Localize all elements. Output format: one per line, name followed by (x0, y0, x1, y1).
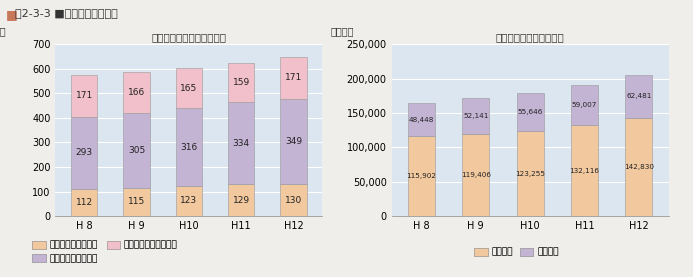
Text: 62,481: 62,481 (626, 93, 651, 99)
Text: 132,116: 132,116 (570, 168, 599, 174)
Text: 大学数: 大学数 (0, 26, 6, 36)
Bar (625, 118, 652, 216)
Text: 55,646: 55,646 (518, 109, 543, 115)
Text: 図2-3-3 ■大学院の整備状況: 図2-3-3 ■大学院の整備状況 (15, 8, 118, 18)
Text: 115,902: 115,902 (406, 173, 437, 179)
Text: 52,141: 52,141 (463, 113, 489, 119)
Text: ■: ■ (6, 8, 17, 21)
Text: 123: 123 (180, 196, 198, 206)
Text: 305: 305 (128, 146, 145, 155)
Bar (281, 99, 306, 184)
Bar (176, 186, 202, 216)
Text: 112: 112 (76, 198, 93, 207)
Bar (462, 134, 489, 216)
Text: 129: 129 (233, 196, 249, 205)
Bar (571, 125, 598, 216)
Bar (228, 184, 254, 216)
Bar (281, 184, 306, 216)
Bar (228, 63, 254, 102)
Bar (281, 57, 306, 99)
Bar (625, 75, 652, 118)
Text: 171: 171 (76, 91, 93, 100)
Bar (571, 85, 598, 125)
Bar (176, 108, 202, 186)
Text: 130: 130 (285, 196, 302, 205)
Bar (516, 131, 544, 216)
Text: 316: 316 (180, 143, 198, 152)
Bar (71, 75, 97, 117)
Bar (408, 103, 435, 137)
Bar (123, 188, 150, 216)
Bar (123, 113, 150, 188)
Bar (228, 102, 254, 184)
Text: 142,830: 142,830 (624, 164, 654, 170)
Text: 59,007: 59,007 (572, 102, 597, 108)
Text: 349: 349 (285, 137, 302, 146)
Bar (71, 117, 97, 189)
Bar (516, 93, 544, 131)
Title: 大学院を置く大学数の推移: 大学院を置く大学数の推移 (151, 32, 227, 42)
Bar (408, 137, 435, 216)
Legend: 修士課程を置く大学, 修士課程を置く大学, 大学院を置かない大学: 修士課程を置く大学, 修士課程を置く大学, 大学院を置かない大学 (33, 241, 177, 263)
Text: 48,448: 48,448 (409, 117, 434, 123)
Text: 165: 165 (180, 84, 198, 93)
Text: 119,406: 119,406 (461, 172, 491, 178)
Text: 171: 171 (285, 73, 302, 82)
Text: 123,255: 123,255 (515, 171, 545, 177)
Bar (71, 189, 97, 216)
Title: 大学院の在学者数の推移: 大学院の在学者数の推移 (495, 32, 565, 42)
Text: 115: 115 (128, 198, 145, 206)
Text: 159: 159 (233, 78, 249, 88)
Bar (462, 98, 489, 134)
Text: 334: 334 (233, 139, 249, 148)
Text: 在学者数: 在学者数 (331, 26, 354, 36)
Bar (123, 72, 150, 113)
Legend: 修士課程, 博士課程: 修士課程, 博士課程 (474, 248, 559, 257)
Bar (176, 68, 202, 108)
Text: 293: 293 (76, 148, 93, 157)
Text: 166: 166 (128, 88, 145, 97)
